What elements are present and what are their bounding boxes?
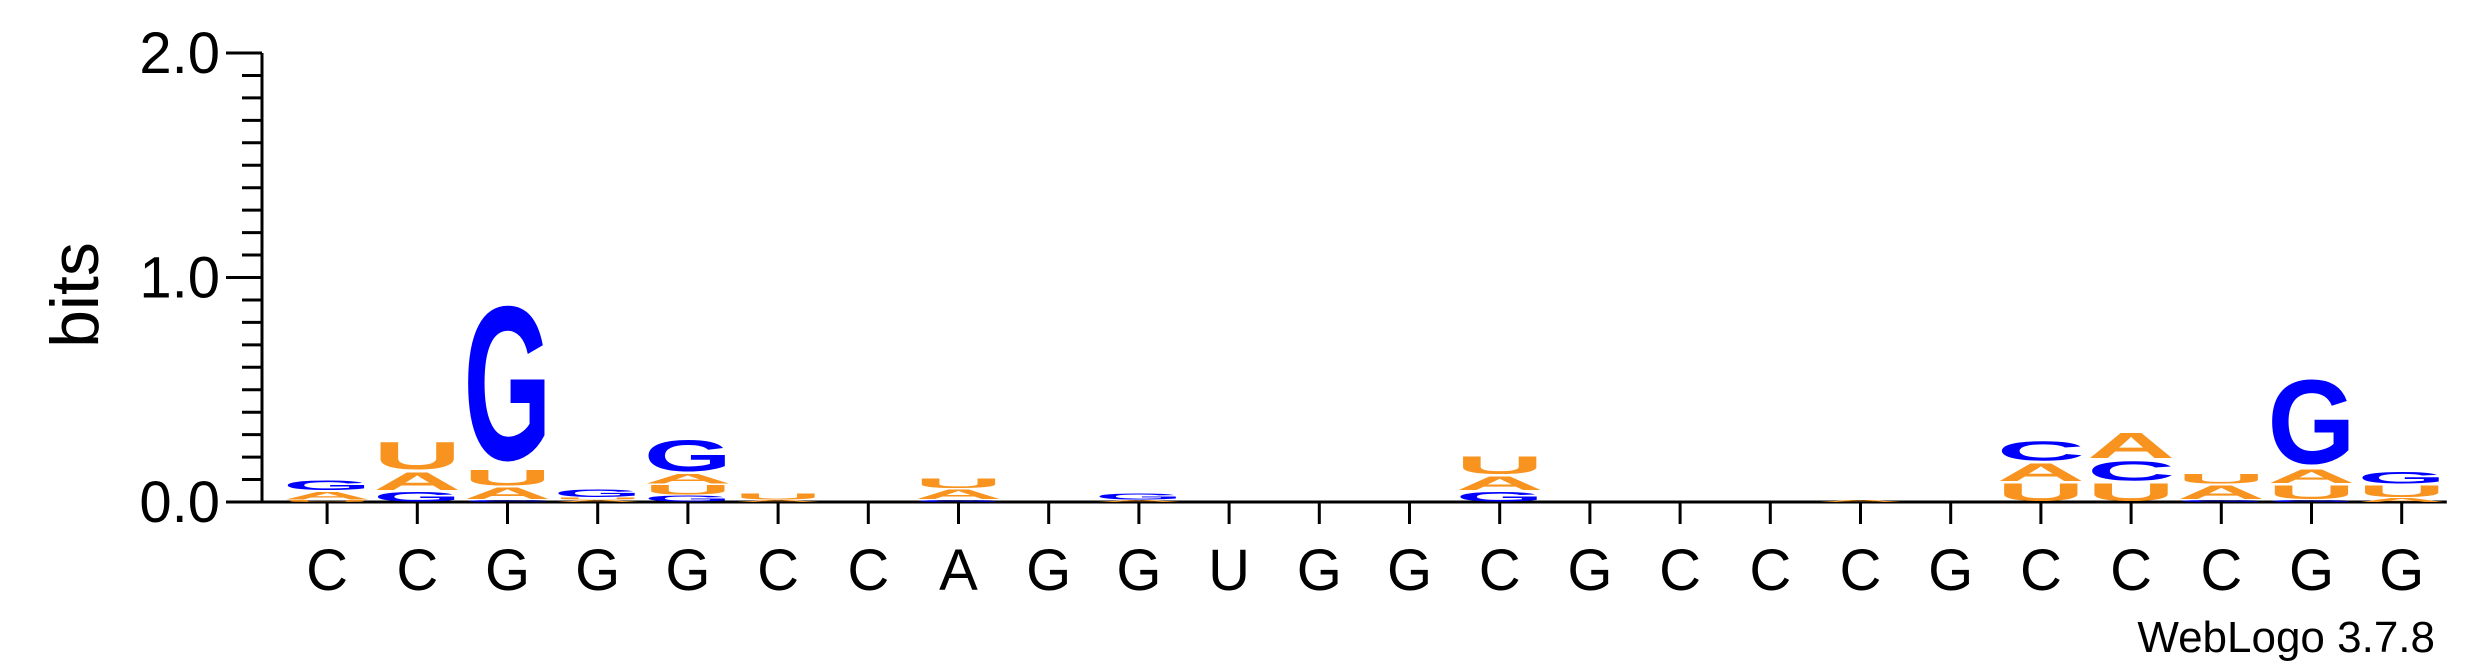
logo-letter-A: A (1997, 458, 2085, 486)
logo-letter-A: A (2358, 497, 2446, 503)
logo-letter-A: A (2087, 426, 2175, 466)
logo-letter-U: U (2087, 478, 2175, 506)
logo-letter-A: A (464, 484, 552, 503)
logo-letter-G: G (554, 487, 642, 499)
x-tick-label: G (2289, 538, 2334, 603)
logo-letter-G: G (1095, 492, 1183, 501)
y-tick-label: 2.0 (139, 21, 220, 86)
x-tick-label: C (2020, 538, 2062, 603)
logo-letter-A: A (734, 499, 822, 502)
logo-letter-G: G (2268, 356, 2356, 490)
logo-letter-U: U (1456, 451, 1544, 479)
x-tick-label: C (396, 538, 438, 603)
x-tick-label: G (1116, 538, 1161, 603)
x-tick-label: C (757, 538, 799, 603)
logo-letter-U: U (915, 475, 1003, 491)
logo-letter-A: A (915, 487, 1003, 503)
x-tick-label: C (1840, 538, 1882, 603)
logo-letter-G: G (283, 478, 371, 494)
logo-letter-G: G (2177, 499, 2265, 502)
y-tick-label: 0.0 (139, 470, 220, 535)
logo-letter-U: U (734, 492, 822, 501)
y-tick-label: 1.0 (139, 246, 220, 311)
logo-letter-A: A (554, 499, 642, 502)
logo-letter-G: G (464, 262, 552, 507)
x-tick-label: G (1387, 538, 1432, 603)
y-axis-label: bits (37, 242, 113, 348)
x-tick-label: G (1297, 538, 1342, 603)
logo-letter-U: U (2268, 482, 2356, 504)
x-tick-label: G (485, 538, 530, 603)
logo-letter-G: G (2358, 468, 2446, 487)
logo-letter-A: A (1456, 473, 1544, 495)
logo-letter-U: U (2177, 471, 2265, 487)
y-axis: 0.0 1.0 2.0 (139, 21, 2447, 535)
logo-letter-C: C (464, 499, 552, 502)
x-tick-label: C (2200, 538, 2242, 603)
x-tick-label: G (665, 538, 710, 603)
x-tick-label: G (1567, 538, 1612, 603)
logo-letter-G: G (1456, 489, 1544, 505)
logo-letter-U: U (373, 434, 461, 478)
x-tick-label: C (2110, 538, 2152, 603)
logo-letter-A: A (373, 467, 461, 495)
x-tick-label: C (306, 538, 348, 603)
x-tick-label: C (1479, 538, 1521, 603)
logo-letter-A: A (1817, 499, 1905, 502)
logo-letter-G: G (644, 494, 732, 503)
logo-letter-G: G (915, 499, 1003, 502)
logo-letter-A: A (2177, 482, 2265, 504)
logo-letter-U: U (1997, 478, 2085, 506)
x-tick-label: G (1928, 538, 1973, 603)
logo-letter-U: U (464, 465, 552, 490)
logo-letter-A: A (1095, 499, 1183, 502)
logo-letter-A: A (644, 471, 732, 487)
logo-letter-U: U (2358, 482, 2446, 501)
weblogo-credit: WebLogo 3.7.8 (2137, 613, 2435, 662)
logo-letter-G: G (373, 489, 461, 505)
x-tick-label: U (1208, 538, 1250, 603)
x-tick-label: C (847, 538, 889, 603)
x-tick-label: G (2379, 538, 2424, 603)
logo-letter-A: A (2268, 466, 2356, 488)
logo-letter-A: A (283, 489, 371, 501)
x-tick-label: C (1659, 538, 1701, 603)
logo-letter-G: G (644, 431, 732, 481)
logo-letter-G: G (2268, 499, 2356, 502)
x-tick-label: G (1026, 538, 1071, 603)
logo-letter-U: U (554, 497, 642, 500)
logo-letter-C: C (2087, 455, 2175, 486)
x-tick-label: C (1749, 538, 1791, 603)
x-tick-label: A (939, 538, 978, 603)
logo-letter-U: U (644, 482, 732, 498)
logo-letter-C: C (1997, 435, 2085, 466)
logo-letter-U: U (283, 499, 371, 502)
x-tick-label: G (575, 538, 620, 603)
